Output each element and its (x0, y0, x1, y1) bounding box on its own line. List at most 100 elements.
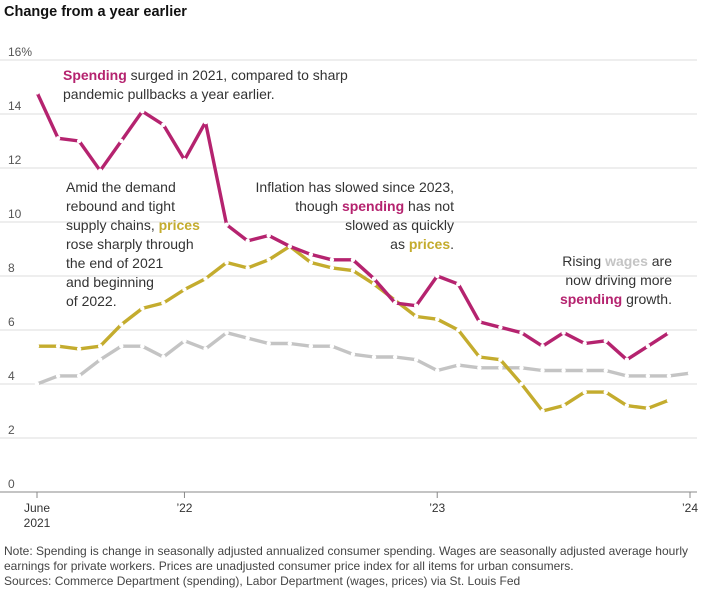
x-tick-label: June (24, 501, 50, 515)
prices-annotation-line: supply chains, prices (66, 217, 200, 233)
spending-point (266, 233, 271, 238)
chart-title: Change from a year earlier (4, 4, 187, 20)
wages-point (55, 373, 61, 379)
prices-point (540, 408, 545, 414)
y-tick-label: 8 (8, 261, 15, 275)
note-text: Note: Spending is change in seasonally a… (4, 544, 688, 573)
wages-point (161, 354, 166, 360)
spending-point (561, 330, 566, 335)
x-tick-label: ’24 (682, 501, 698, 515)
prices-point (456, 327, 461, 333)
slowdown-annotation-line: as prices. (390, 236, 454, 252)
wages-point (666, 373, 672, 379)
annotation-text: supply chains, (66, 217, 159, 233)
prices-point (119, 322, 124, 327)
annotation-text: and beginning (66, 274, 154, 290)
prices-point (245, 265, 250, 271)
spending-point (203, 119, 208, 125)
slowdown-annotation-line: though spending has not (295, 198, 454, 214)
wages-point (498, 365, 503, 370)
spending-point (666, 330, 672, 335)
spending-point (97, 168, 103, 173)
prices-point (76, 346, 82, 352)
y-tick-label: 10 (8, 207, 22, 221)
spending-keyword: Spending (63, 67, 127, 83)
wages-point (203, 346, 208, 352)
prices-point (329, 265, 335, 271)
spending-point (392, 300, 398, 306)
prices-point (34, 344, 40, 349)
spending-point (350, 257, 356, 262)
annotation-text: has not (404, 198, 454, 214)
annotation-text: . (450, 236, 454, 252)
wages-point (119, 344, 124, 349)
annotation-text: surged in 2021, compared to sharp (127, 67, 348, 83)
spending-point (140, 109, 145, 114)
sources-text: Sources: Commerce Department (spending),… (4, 574, 521, 588)
wages-point (413, 357, 419, 362)
x-tick-sublabel: 2021 (24, 516, 51, 530)
prices-annotation-line: of 2022. (66, 293, 117, 309)
prices-point (477, 354, 482, 360)
prices-point (308, 260, 314, 265)
wages-point (392, 354, 398, 360)
y-tick-label: 2 (8, 423, 15, 437)
prices-point (161, 300, 166, 306)
y-tick-label: 12 (8, 153, 22, 167)
wages-point (140, 344, 145, 349)
annotation-text: Inflation has slowed since 2023, (256, 179, 454, 195)
wages-point (287, 341, 292, 346)
spending-point (603, 338, 608, 343)
spending-point (371, 276, 377, 281)
prices-point (203, 276, 208, 281)
wages-point (245, 335, 250, 341)
annotation-text: slowed as quickly (345, 217, 454, 233)
y-tick-label: 6 (8, 315, 15, 329)
wages-annotation-line: spending growth. (560, 291, 672, 307)
prices-point (603, 389, 608, 395)
spending-point (540, 344, 545, 349)
wages-point (435, 368, 440, 373)
prices-annotation-line: rose sharply through (66, 236, 194, 252)
spending-annotation-line: Spending surged in 2021, compared to sha… (63, 67, 348, 83)
spending-point (308, 252, 314, 257)
wages-point (224, 330, 229, 335)
spending-keyword: spending (560, 291, 622, 307)
annotation-text: now driving more (565, 272, 672, 288)
prices-keyword: prices (409, 236, 450, 252)
spending-point (76, 138, 82, 144)
prices-point (645, 406, 651, 411)
prices-point (266, 257, 271, 262)
spending-point (624, 357, 630, 362)
wages-line (35, 331, 692, 386)
spending-point (55, 136, 61, 141)
y-tick-label: 4 (8, 369, 15, 383)
chart-note: Note: Spending is change in seasonally a… (4, 544, 704, 589)
spending-point (456, 281, 461, 287)
wages-point (645, 373, 651, 379)
wages-annotation-line: Rising wages are (562, 253, 672, 269)
wages-point (97, 357, 103, 362)
wages-point (182, 338, 187, 343)
annotation-text: Amid the demand (66, 179, 176, 195)
wages-keyword: wages (604, 253, 648, 269)
prices-point (435, 317, 440, 322)
wages-point (477, 365, 482, 370)
spending-point (34, 90, 40, 95)
prices-annotation-line: the end of 2021 (66, 255, 164, 271)
spending-keyword: spending (342, 198, 404, 214)
wages-point (540, 368, 545, 373)
spending-point (161, 122, 166, 128)
spending-point (119, 138, 124, 144)
spending-annotation-line: pandemic pullbacks a year earlier. (63, 86, 275, 102)
prices-point (624, 403, 630, 408)
annotation-text: are (648, 253, 672, 269)
wages-point (519, 365, 524, 370)
wages-point (687, 371, 693, 376)
wages-point (76, 373, 82, 379)
prices-annotation-line: Amid the demand (66, 179, 176, 195)
wages-point (624, 373, 630, 379)
annotation-text: rose sharply through (66, 236, 194, 252)
prices-point (498, 357, 503, 362)
